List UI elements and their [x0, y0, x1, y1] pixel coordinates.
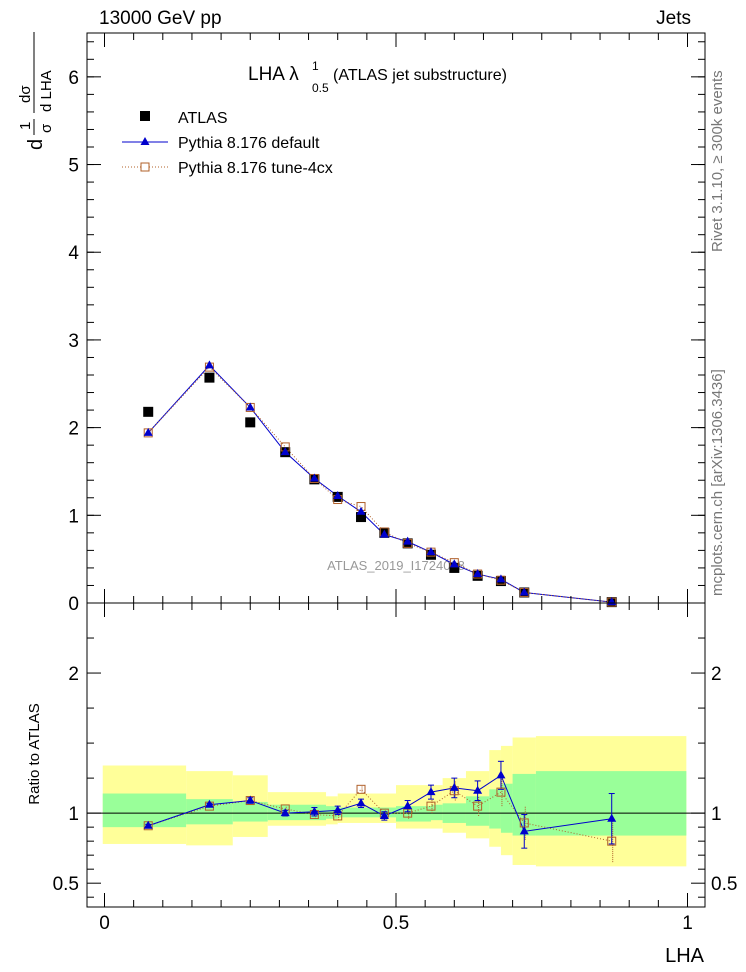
y-tick-label: 3 [68, 331, 79, 352]
ratio-point-default [245, 795, 255, 804]
ratio-point-default [496, 770, 506, 779]
ratio-point-tune [426, 801, 436, 811]
point-pythia-default [143, 427, 153, 436]
point-pythia-default [333, 491, 343, 500]
title-main: LHA λ [248, 64, 299, 85]
x-tick-label: 0 [99, 913, 110, 934]
x-axis-label: LHA [665, 945, 705, 967]
y-tick-label: 2 [68, 419, 79, 440]
uncertainty-band-inner [337, 807, 396, 818]
uncertainty-band-inner [512, 773, 536, 836]
point-pythia-default [280, 447, 290, 456]
title-sub: 0.5 [312, 81, 329, 95]
ylabel-one: 1 [17, 122, 34, 130]
point-pythia-default [426, 547, 436, 556]
ratio-point-default [309, 806, 319, 815]
y-tick-label: 0 [68, 594, 79, 615]
legend-marker-tune [140, 162, 150, 172]
ratio-panel: 0.5 0.5 1 1 2 2 0 0.5 1 [53, 602, 737, 934]
legend-label-tune: Pythia 8.176 tune-4cx [178, 160, 333, 177]
mcplots-label: mcplots.cern.ch [arXiv:1306.3436] [709, 369, 726, 596]
analysis-watermark: ATLAS_2019_I1724098 [327, 558, 465, 573]
ratio-line-pythia-tune [148, 788, 612, 842]
ylabel-dlha: d LHA [38, 70, 55, 112]
svg-text:LHA λ: LHA λ [248, 64, 299, 85]
point-pythia-default [309, 473, 319, 482]
ratio-point-default [473, 785, 483, 794]
ratio-point-default [143, 820, 153, 829]
plot-title: LHA λ 1 0.5 (ATLAS jet substructure) [248, 59, 507, 95]
legend: ATLAS Pythia 8.176 default Pythia 8.176 … [122, 110, 333, 177]
title-sup: 1 [312, 59, 319, 73]
ratio-point-tune [473, 801, 483, 811]
ratio-y-tick-label-right: 2 [711, 664, 722, 685]
ylabel-sigma: σ [38, 123, 55, 133]
ratio-point-default [280, 808, 290, 817]
ratio-point-default [204, 799, 214, 808]
point-pythia-default [519, 587, 529, 596]
point-pythia-default [449, 559, 459, 568]
ratio-y-tick-label-right: 1 [711, 804, 722, 825]
uncertainty-band-inner [489, 789, 501, 829]
uncertainty-band-inner [326, 806, 338, 819]
y-tick-label: 6 [68, 68, 79, 89]
x-tick-label: 1 [682, 913, 693, 934]
y-tick-label: 1 [68, 506, 79, 527]
legend-label-default: Pythia 8.176 default [178, 135, 320, 152]
ylabel-dsigma: dσ [17, 85, 34, 103]
ratio-point-default [426, 787, 436, 796]
ratio-point-default [519, 826, 529, 835]
header-right: Jets [656, 8, 691, 29]
ratio-point-default [356, 798, 366, 807]
rivet-version-label: Rivet 3.1.10, ≥ 300k events [709, 70, 726, 252]
uncertainty-band-inner [396, 806, 431, 822]
point-atlas [356, 512, 367, 523]
y-tick-label: 5 [68, 156, 79, 177]
uncertainty-band-inner [465, 796, 490, 826]
ratio-point-default [449, 782, 459, 791]
point-pythia-default [473, 569, 483, 578]
header-left: 13000 GeV pp [99, 8, 222, 29]
title-rest: (ATLAS jet substructure) [333, 67, 507, 84]
legend-marker-default [140, 137, 150, 145]
legend-marker-atlas [140, 111, 150, 121]
y-axis-label-ratio: Ratio to ATLAS [26, 703, 43, 804]
uncertainty-band-inner [500, 783, 513, 833]
ratio-point-tune [356, 784, 366, 794]
ratio-point-default [403, 801, 413, 810]
ratio-point-default [607, 813, 617, 822]
y-axis-label-top: d 1 σ dσ d LHA [17, 32, 55, 150]
point-pythia-default [356, 506, 366, 515]
point-atlas [204, 372, 215, 383]
ratio-point-tune [403, 808, 413, 818]
uncertainty-band-inner [430, 804, 443, 821]
ratio-y-tick-label-right: 0.5 [711, 874, 737, 895]
point-pythia-default [403, 536, 413, 545]
ratio-y-tick-label-left: 0.5 [53, 874, 79, 895]
uncertainty-band-inner [232, 801, 268, 822]
uncertainty-band-inner [535, 771, 687, 836]
point-pythia-default [204, 360, 214, 369]
point-pythia-default [245, 402, 255, 411]
point-atlas [143, 406, 154, 417]
y-tick-label: 4 [68, 243, 79, 264]
ylabel-d: d [25, 139, 47, 150]
ratio-point-default [379, 810, 389, 819]
ratio-point-default [333, 805, 343, 814]
top-panel: 0 1 2 3 4 5 6 [68, 32, 706, 615]
point-pythia-default [496, 574, 506, 583]
point-atlas [449, 562, 460, 573]
point-pythia-default [379, 529, 389, 538]
ratio-point-tune [607, 836, 617, 846]
ratio-y-tick-label-left: 1 [68, 804, 79, 825]
point-atlas [245, 417, 256, 428]
x-tick-label: 0.5 [383, 913, 409, 934]
ratio-point-tune [496, 787, 506, 797]
ratio-y-tick-label-left: 2 [68, 664, 79, 685]
legend-label-atlas: ATLAS [178, 110, 228, 127]
